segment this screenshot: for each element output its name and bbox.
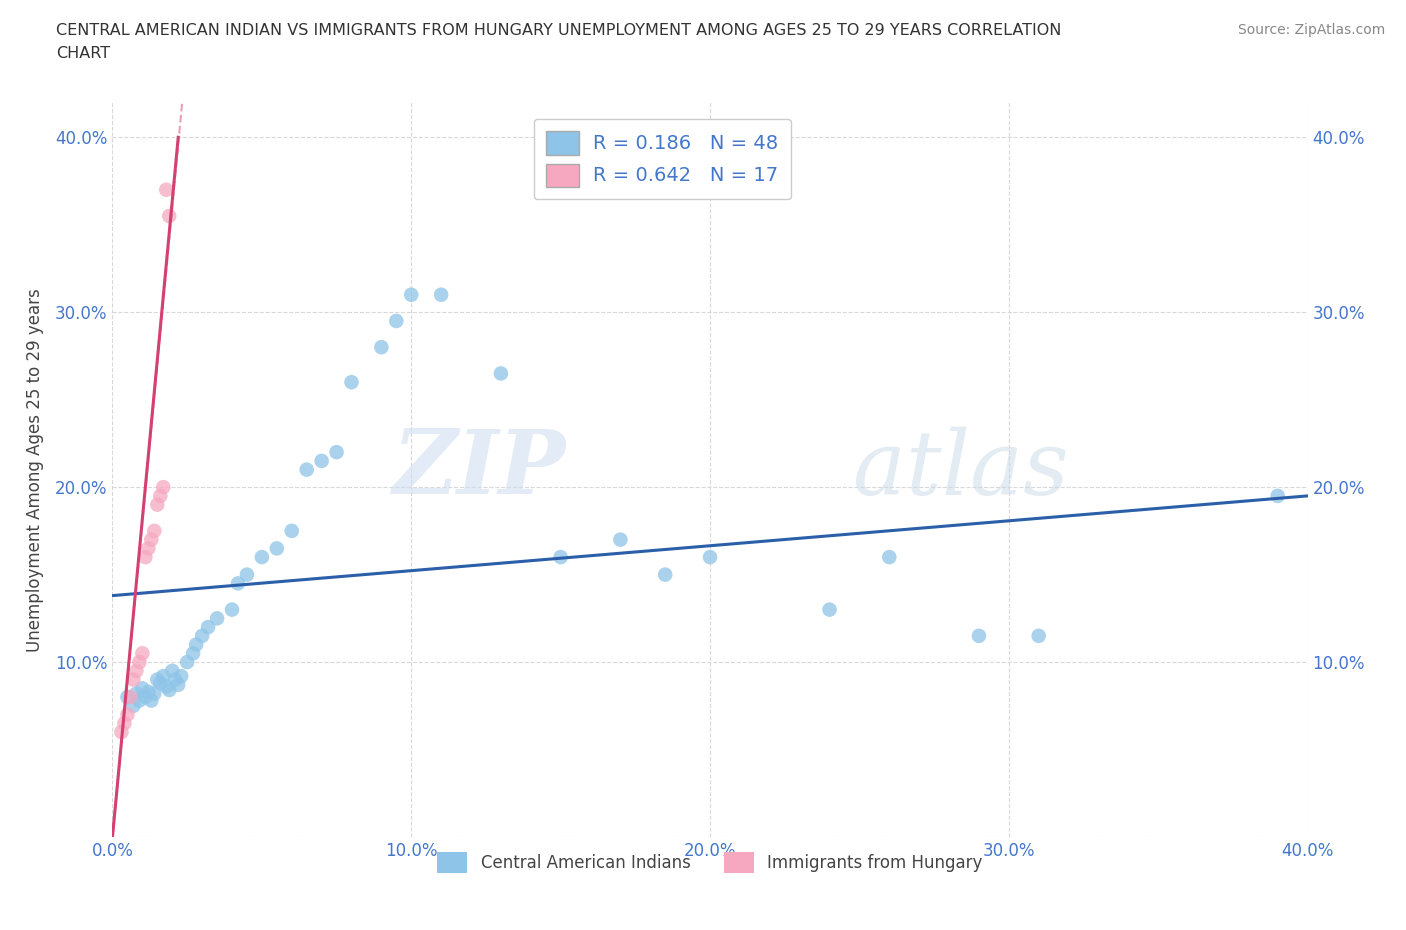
Point [155,182,177,197]
Point [167,677,190,692]
Point [176,655,198,670]
Point [281,524,304,538]
Point [134,690,156,705]
Point [110,724,132,739]
Point [131,681,153,696]
Point [550,550,572,565]
Point [1028,629,1050,644]
Point [149,488,172,503]
Point [134,550,156,565]
Point [197,619,219,634]
Point [138,541,160,556]
Point [1267,488,1289,503]
Point [155,679,177,694]
Text: atlas: atlas [853,426,1069,513]
Point [157,208,180,223]
Point [609,532,631,547]
Point [141,532,163,547]
Point [221,602,243,617]
Point [143,686,166,701]
Point [191,629,214,644]
Point [143,524,166,538]
Point [122,672,145,687]
Point [122,698,145,713]
Point [181,646,204,661]
Text: ZIP: ZIP [394,426,567,513]
Point [430,287,453,302]
Text: CENTRAL AMERICAN INDIAN VS IMMIGRANTS FROM HUNGARY UNEMPLOYMENT AMONG AGES 25 TO: CENTRAL AMERICAN INDIAN VS IMMIGRANTS FR… [56,23,1062,38]
Point [141,693,163,708]
Text: CHART: CHART [56,46,110,61]
Point [186,637,208,652]
Point [146,672,169,687]
Point [266,541,288,556]
Point [114,716,135,731]
Point [325,445,347,459]
Point [226,576,249,591]
Point [162,663,183,678]
Point [654,567,676,582]
Point [311,454,333,469]
Point [295,462,318,477]
Point [149,675,172,690]
Legend: Central American Indians, Immigrants from Hungary: Central American Indians, Immigrants fro… [430,845,990,880]
Point [146,498,169,512]
Point [818,602,841,617]
Point [236,567,259,582]
Point [152,480,174,495]
Point [152,669,174,684]
Y-axis label: Unemployment Among Ages 25 to 29 years: Unemployment Among Ages 25 to 29 years [25,287,44,652]
Point [138,684,160,699]
Point [170,669,193,684]
Point [125,686,148,701]
Point [489,366,512,381]
Point [131,646,153,661]
Point [205,611,228,626]
Point [117,707,139,722]
Point [879,550,901,565]
Point [385,313,408,328]
Point [699,550,721,565]
Point [250,550,273,565]
Point [340,375,363,390]
Point [128,693,150,708]
Point [117,690,139,705]
Point [125,663,148,678]
Point [401,287,423,302]
Point [967,629,990,644]
Point [370,339,392,354]
Text: Source: ZipAtlas.com: Source: ZipAtlas.com [1237,23,1385,37]
Point [165,672,187,687]
Point [120,690,142,705]
Point [157,683,180,698]
Point [128,655,150,670]
